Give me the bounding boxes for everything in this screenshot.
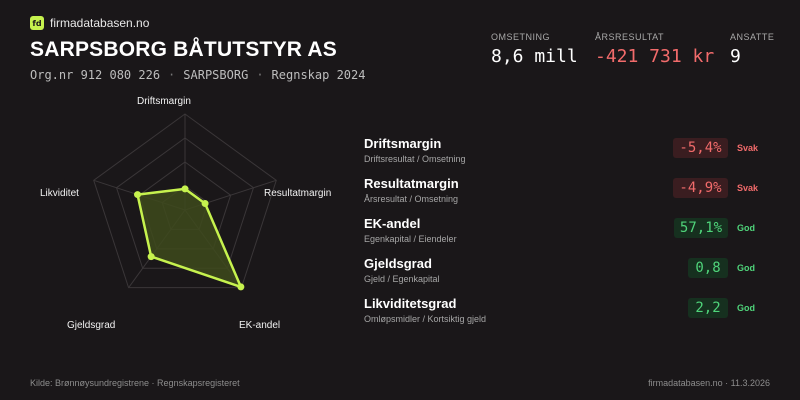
metric-row: Gjeldsgrad Gjeld / Egenkapital 0,8 God xyxy=(364,256,764,296)
metric-title: Gjeldsgrad xyxy=(364,256,432,271)
kpi-label: OMSETNING xyxy=(491,32,551,42)
kpi-value: 9 xyxy=(730,46,741,67)
metric-subtitle: Gjeld / Egenkapital xyxy=(364,274,440,284)
radar-grid-ring xyxy=(93,113,277,289)
radar-data-point xyxy=(181,185,189,193)
status-badge: Svak xyxy=(737,143,759,153)
metric-row: EK-andel Egenkapital / Eiendeler 57,1% G… xyxy=(364,216,764,256)
kpi-ansatte: ANSATTE 9 xyxy=(730,32,774,67)
radar-data-point xyxy=(237,283,245,291)
radar-svg xyxy=(93,113,277,291)
kpi-value: -421 731 kr xyxy=(595,46,715,67)
kpi-omsetning: OMSETNING 8,6 mill xyxy=(491,32,578,67)
company-name: SARPSBORG BÅTUTSTYR AS xyxy=(30,38,337,61)
metric-title: Driftsmargin xyxy=(364,136,442,151)
meta-separator: · xyxy=(256,68,264,82)
status-badge: God xyxy=(737,263,755,273)
radar-data-point xyxy=(134,191,142,199)
company-meta: Org.nr 912 080 226 · SARPSBORG · Regnskap 20… xyxy=(30,68,365,82)
brand-logo-icon: fd xyxy=(30,16,44,30)
kpi-label: ANSATTE xyxy=(730,32,775,42)
brand-name: firmadatabasen.no xyxy=(50,16,150,30)
metric-row: Driftsmargin Driftsresultat / Omsetning … xyxy=(364,136,764,176)
metric-value: -4,9% xyxy=(673,178,728,198)
radar-data-point xyxy=(201,199,209,207)
metric-title: Likviditetsgrad xyxy=(364,296,457,311)
radar-data-point xyxy=(147,253,155,261)
org-number: Org.nr 912 080 226 xyxy=(30,68,161,82)
kpi-value: 8,6 mill xyxy=(491,46,578,67)
report-period: Regnskap 2024 xyxy=(271,68,366,82)
radar-chart: Driftsmargin Resultatmargin EK-andel Gje… xyxy=(0,88,350,348)
meta-separator: · xyxy=(168,68,176,82)
brand[interactable]: fd firmadatabasen.no xyxy=(30,16,149,30)
company-city: SARPSBORG xyxy=(183,68,249,82)
radar-label-ek-andel: EK-andel xyxy=(239,320,281,331)
metric-subtitle: Omløpsmidler / Kortsiktig gjeld xyxy=(364,314,487,324)
radar-data-area xyxy=(136,187,243,289)
kpi-arsresultat: ÅRSRESULTAT -421 731 kr xyxy=(595,32,714,67)
footer-site-date[interactable]: firmadatabasen.no · 11.3.2026 xyxy=(648,378,770,388)
metric-title: Resultatmargin xyxy=(364,176,459,191)
metric-subtitle: Egenkapital / Eiendeler xyxy=(364,234,457,244)
kpi-label: ÅRSRESULTAT xyxy=(595,32,665,42)
radar-label-likviditet: Likviditet xyxy=(40,188,79,199)
metric-row: Likviditetsgrad Omløpsmidler / Kortsikti… xyxy=(364,296,764,336)
footer-source: Kilde: Brønnøysundregistrene · Regnskaps… xyxy=(30,378,240,388)
metrics-list: Driftsmargin Driftsresultat / Omsetning … xyxy=(364,136,764,336)
status-badge: God xyxy=(737,223,755,233)
metric-subtitle: Årsresultat / Omsetning xyxy=(364,194,459,204)
metric-value: 57,1% xyxy=(674,218,728,238)
metric-subtitle: Driftsresultat / Omsetning xyxy=(364,154,466,164)
metric-value: 0,8 xyxy=(688,258,728,278)
status-badge: Svak xyxy=(737,183,759,193)
status-badge: God xyxy=(737,303,755,313)
radar-label-resultatmargin: Resultatmargin xyxy=(264,188,332,199)
metric-value: -5,4% xyxy=(673,138,728,158)
metric-row: Resultatmargin Årsresultat / Omsetning -… xyxy=(364,176,764,216)
metric-value: 2,2 xyxy=(688,298,728,318)
radar-label-gjeldsgrad: Gjeldsgrad xyxy=(67,320,116,331)
metric-title: EK-andel xyxy=(364,216,421,231)
radar-label-driftsmargin: Driftsmargin xyxy=(137,96,191,107)
